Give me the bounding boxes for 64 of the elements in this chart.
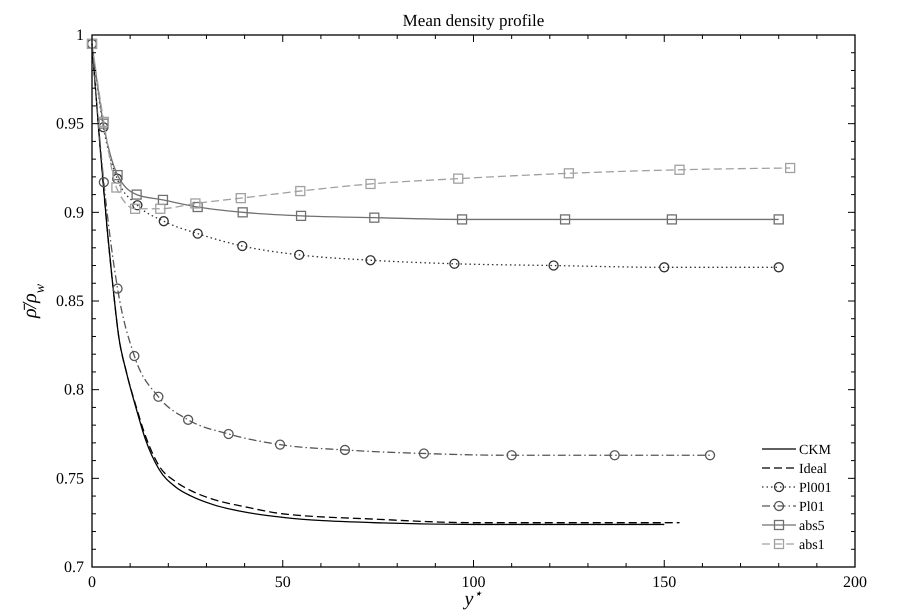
x-tick-label: 0 [88,574,96,591]
point [296,210,306,222]
point [131,189,142,200]
legend-label: Pl001 [799,481,832,496]
point [274,439,286,450]
point [237,240,248,252]
point [129,350,140,362]
point [365,178,376,190]
point [130,204,140,214]
point [774,214,784,225]
point [158,194,168,206]
point [98,177,109,188]
point [223,428,234,440]
point [155,204,166,214]
point [418,448,430,459]
point [610,450,620,460]
y-tick-label: 0.75 [56,470,84,488]
point [111,182,122,193]
x-tick-label: 50 [274,574,291,591]
legend-label: abs5 [799,519,825,534]
point [548,260,559,271]
y-tick-label: 0.7 [64,559,84,576]
point [132,200,143,210]
legend-label: abs1 [799,538,825,553]
point [294,250,304,260]
point [158,216,169,226]
point [774,262,784,272]
point [659,262,670,272]
point [295,186,306,196]
point [236,192,246,204]
point [674,164,685,175]
point [704,450,716,460]
point [98,122,109,132]
y-tick-label: 0.85 [56,293,84,310]
point [182,414,194,425]
point [340,444,350,456]
point [153,392,164,402]
y-tick-label: 0.8 [64,382,84,399]
point [365,255,376,266]
y-tick-label: 0.95 [56,116,84,133]
legend-label: CKM [799,443,832,458]
x-tick-label: 200 [843,574,867,591]
y-tick-label: 0.9 [64,204,84,222]
point [560,214,570,225]
point [453,173,464,184]
point [369,212,380,223]
y-tick-label: 1 [76,27,84,44]
legend-label: Ideal [799,462,828,477]
point [238,207,248,218]
point [784,162,796,174]
point [112,170,123,180]
point [190,198,201,209]
point [666,214,678,225]
x-tick-label: 150 [652,574,676,591]
point [564,168,574,178]
legend-label: Pl01 [799,500,825,515]
point [456,214,468,225]
point [449,258,460,269]
point [192,202,203,212]
point [506,450,517,460]
point [112,283,123,294]
point [112,173,122,184]
chart-title: Mean density profile [402,11,544,30]
point [192,228,203,239]
